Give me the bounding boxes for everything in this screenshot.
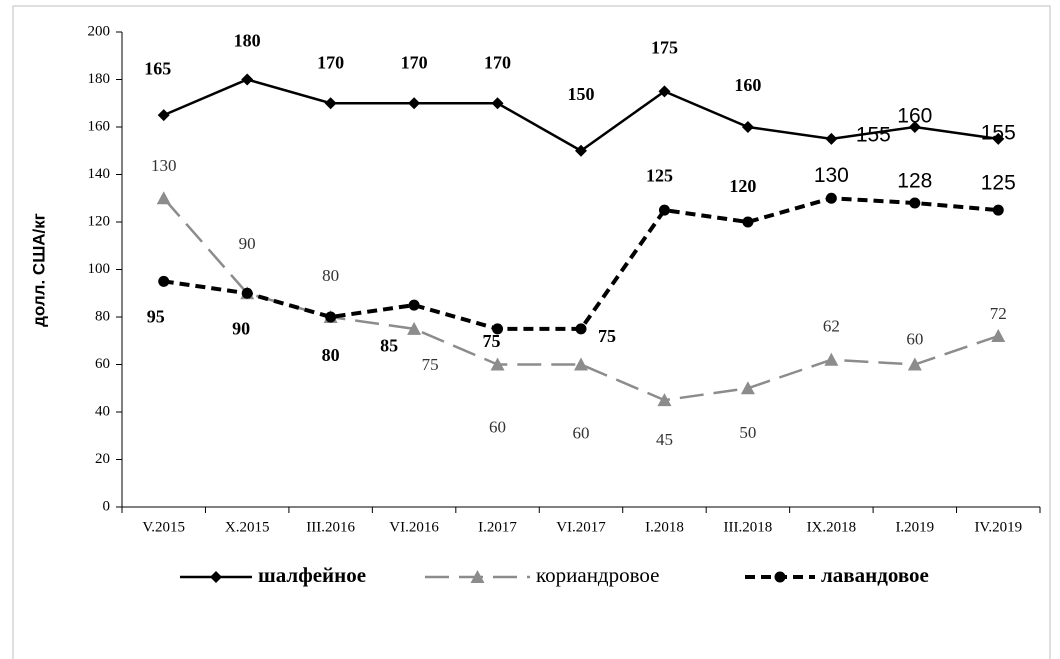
data-label: 90 bbox=[239, 234, 256, 253]
point bbox=[658, 85, 671, 98]
data-label: 160 bbox=[897, 105, 932, 128]
data-label: 128 bbox=[897, 170, 932, 193]
y-tick-label: 40 bbox=[95, 403, 110, 419]
point bbox=[907, 357, 922, 371]
point bbox=[241, 73, 254, 86]
data-label: 95 bbox=[147, 307, 165, 327]
point bbox=[408, 299, 420, 311]
data-label: 75 bbox=[483, 331, 501, 351]
x-tick-label: VI.2017 bbox=[556, 519, 606, 535]
data-label: 75 bbox=[422, 355, 439, 374]
y-tick-label: 0 bbox=[103, 498, 111, 514]
point bbox=[774, 571, 786, 583]
point bbox=[491, 97, 504, 110]
data-label: 80 bbox=[322, 345, 340, 365]
data-label: 170 bbox=[401, 52, 428, 72]
point bbox=[658, 204, 670, 216]
point bbox=[470, 570, 485, 583]
point bbox=[241, 287, 253, 299]
data-label: 85 bbox=[380, 335, 398, 355]
point bbox=[575, 144, 587, 157]
point bbox=[210, 571, 222, 583]
x-tick-label: I.2019 bbox=[895, 519, 934, 535]
data-label: 155 bbox=[981, 121, 1016, 144]
point bbox=[492, 323, 504, 335]
data-label: 170 bbox=[484, 52, 511, 72]
point bbox=[156, 191, 171, 205]
point bbox=[490, 357, 505, 371]
y-tick-label: 60 bbox=[95, 356, 110, 372]
data-label: 160 bbox=[734, 75, 761, 95]
point bbox=[992, 132, 1005, 145]
y-tick-label: 160 bbox=[88, 118, 111, 134]
frame bbox=[12, 5, 1051, 659]
data-label: 120 bbox=[729, 176, 756, 196]
data-label: 125 bbox=[646, 165, 673, 185]
point bbox=[991, 329, 1006, 342]
series-line bbox=[163, 196, 999, 331]
data-label: 80 bbox=[322, 266, 339, 285]
data-label: 150 bbox=[568, 84, 595, 104]
data-label: 45 bbox=[656, 430, 673, 449]
x-tick-label: X.2015 bbox=[225, 519, 270, 535]
legend-label: шалфейное bbox=[258, 563, 366, 587]
point bbox=[825, 192, 837, 204]
point bbox=[909, 197, 921, 209]
x-tick-label: V.2015 bbox=[142, 519, 185, 535]
data-label: 130 bbox=[814, 164, 849, 187]
y-tick-label: 120 bbox=[88, 213, 111, 229]
data-label: 60 bbox=[489, 417, 506, 436]
y-tick-label: 100 bbox=[88, 261, 111, 277]
y-tick-label: 20 bbox=[95, 451, 110, 467]
data-label: 90 bbox=[232, 318, 250, 338]
point bbox=[740, 381, 755, 395]
data-label: 62 bbox=[823, 317, 840, 336]
y-tick-label: 80 bbox=[95, 308, 110, 324]
point bbox=[992, 204, 1004, 216]
data-label: 165 bbox=[144, 58, 171, 78]
y-tick-label: 200 bbox=[88, 23, 111, 39]
data-label: 75 bbox=[598, 326, 616, 346]
point bbox=[825, 132, 838, 145]
data-label: 72 bbox=[990, 304, 1007, 323]
point bbox=[657, 393, 672, 407]
x-tick-label: III.2016 bbox=[306, 519, 355, 535]
point bbox=[741, 121, 754, 133]
data-label: 180 bbox=[234, 31, 261, 51]
x-tick-label: VI.2016 bbox=[389, 519, 439, 535]
data-label: 125 bbox=[981, 172, 1016, 195]
x-tick-label: I.2018 bbox=[645, 519, 684, 535]
point bbox=[324, 97, 337, 110]
point bbox=[574, 357, 588, 371]
data-label: 155 bbox=[856, 123, 891, 146]
point bbox=[325, 311, 337, 323]
x-tick-label: IX.2018 bbox=[807, 519, 857, 535]
data-label: 130 bbox=[151, 156, 177, 175]
y-tick-label: 140 bbox=[88, 166, 111, 182]
data-label: 175 bbox=[651, 38, 678, 58]
x-tick-label: III.2018 bbox=[724, 519, 773, 535]
point bbox=[407, 321, 422, 335]
point bbox=[824, 352, 839, 366]
point bbox=[575, 323, 587, 335]
point bbox=[908, 121, 921, 133]
y-axis-label: долл. США/кг bbox=[29, 213, 48, 327]
data-label: 60 bbox=[573, 423, 590, 442]
y-tick-label: 180 bbox=[88, 71, 111, 87]
data-label: 60 bbox=[906, 329, 923, 348]
data-label: 50 bbox=[739, 423, 756, 442]
point bbox=[158, 275, 170, 287]
point bbox=[157, 109, 170, 122]
x-tick-label: IV.2019 bbox=[974, 519, 1022, 535]
point bbox=[742, 216, 754, 228]
point bbox=[408, 97, 421, 110]
data-label: 170 bbox=[317, 52, 344, 72]
x-tick-label: I.2017 bbox=[478, 519, 517, 535]
legend-label: лавандовое bbox=[821, 563, 929, 587]
legend-label: кориандровое bbox=[536, 563, 659, 587]
series-line bbox=[162, 197, 999, 402]
